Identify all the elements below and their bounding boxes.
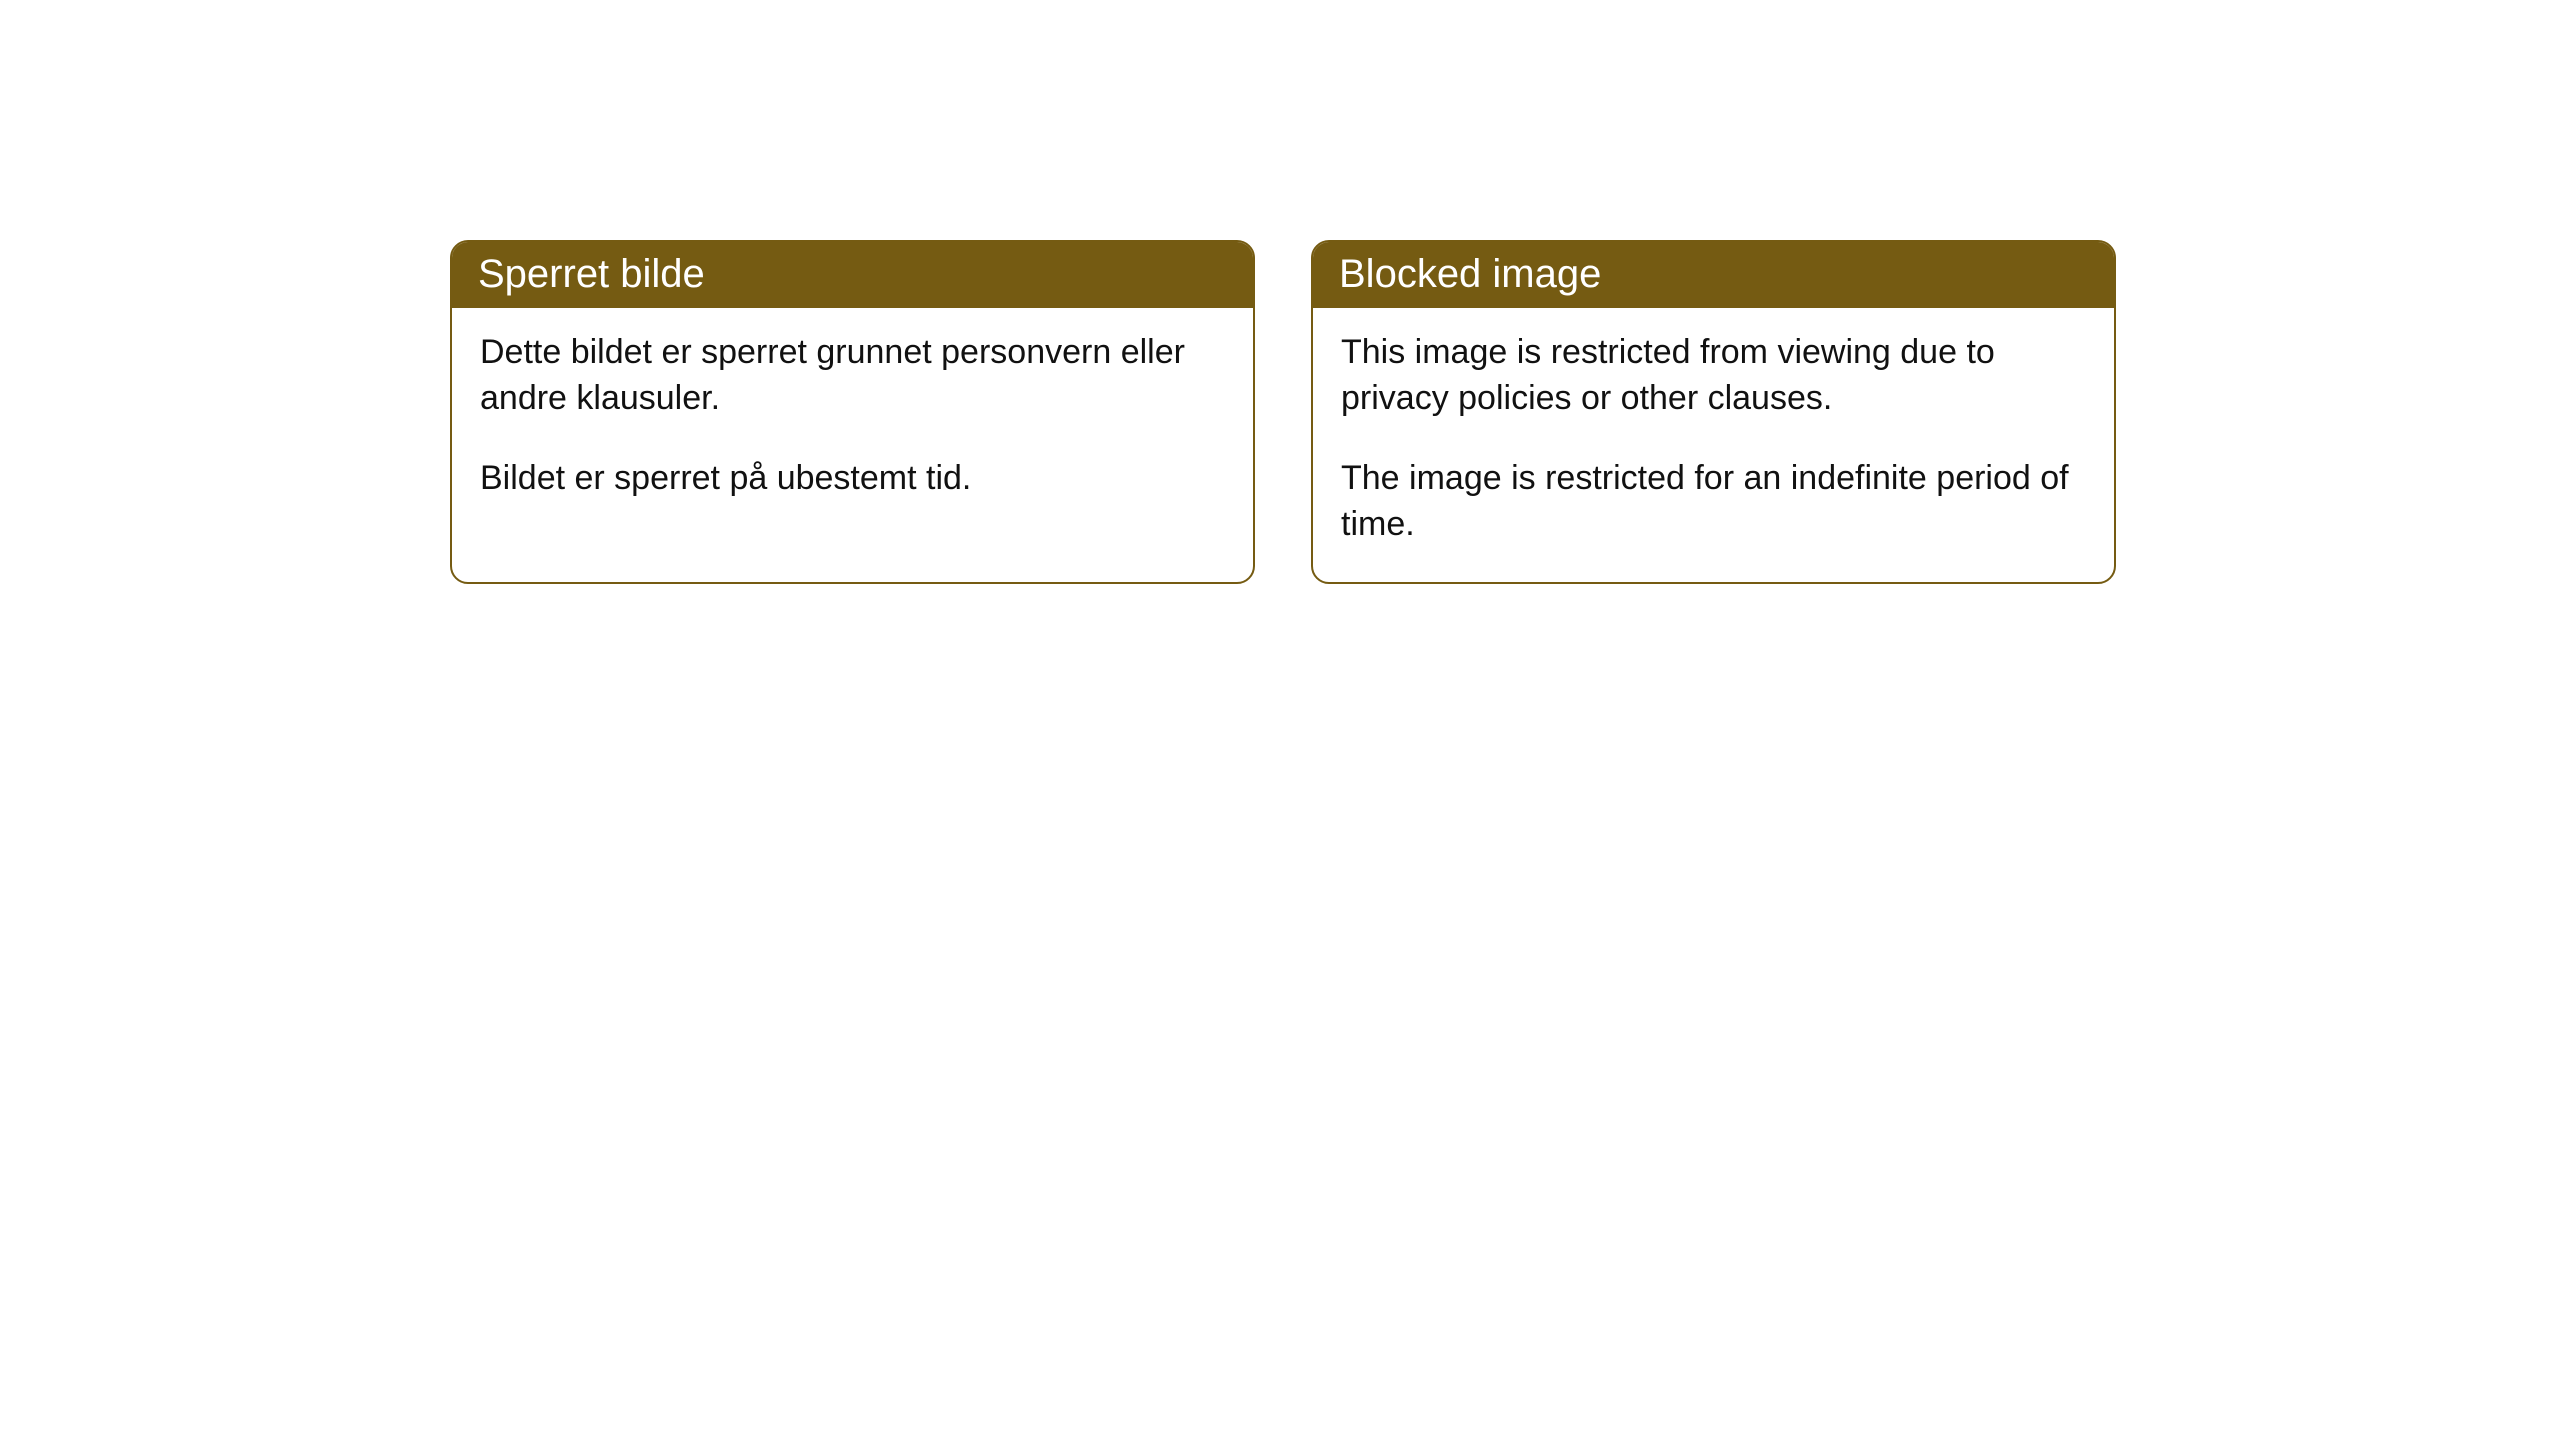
card-paragraph: Bildet er sperret på ubestemt tid. <box>480 456 1225 502</box>
blocked-card-english: Blocked image This image is restricted f… <box>1311 240 2116 584</box>
card-title: Blocked image <box>1339 252 1601 296</box>
card-paragraph: This image is restricted from viewing du… <box>1341 330 2086 422</box>
card-body-norwegian: Dette bildet er sperret grunnet personve… <box>452 308 1253 536</box>
card-paragraph: The image is restricted for an indefinit… <box>1341 456 2086 548</box>
card-body-english: This image is restricted from viewing du… <box>1313 308 2114 582</box>
card-paragraph: Dette bildet er sperret grunnet personve… <box>480 330 1225 422</box>
card-header-english: Blocked image <box>1313 242 2114 308</box>
card-header-norwegian: Sperret bilde <box>452 242 1253 308</box>
blocked-image-cards: Sperret bilde Dette bildet er sperret gr… <box>450 240 2116 584</box>
blocked-card-norwegian: Sperret bilde Dette bildet er sperret gr… <box>450 240 1255 584</box>
card-title: Sperret bilde <box>478 252 705 296</box>
